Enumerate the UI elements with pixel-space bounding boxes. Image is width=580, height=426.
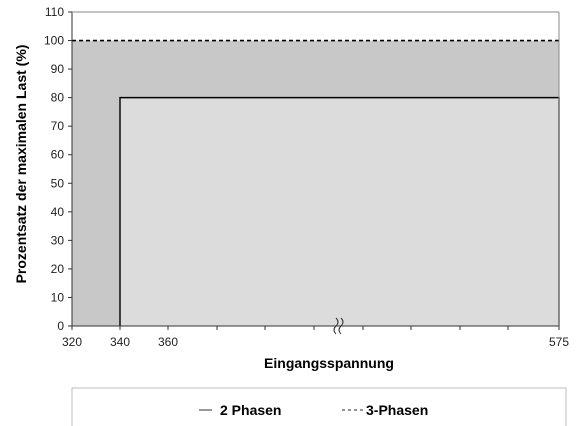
series-2-phasen-area [120, 97, 559, 327]
y-tick-label: 100 [44, 34, 64, 48]
y-tick-label: 50 [51, 176, 65, 190]
gridlines [119, 12, 509, 41]
legend-box [71, 387, 567, 426]
axis-break-symbol [333, 317, 344, 335]
x-tick-label: 340 [110, 335, 130, 349]
legend-2-phasen-label: 2 Phasen [220, 402, 281, 418]
y-tick-label: 90 [51, 62, 65, 76]
x-tick-label: 575 [549, 335, 569, 349]
y-tick-label: 80 [51, 91, 65, 105]
y-tick-label: 30 [51, 233, 65, 247]
y-tick-label: 10 [51, 290, 65, 304]
y-tick-label: 20 [51, 262, 65, 276]
y-tick-label: 110 [45, 5, 64, 19]
legend-3-phasen-label: 3-Phasen [366, 402, 428, 418]
legend: 2 Phasen 3-Phasen [71, 387, 567, 426]
x-tick-label: 320 [62, 335, 82, 349]
x-ticks: 320 340 360 575 [62, 326, 569, 349]
y-tick-label: 70 [51, 119, 65, 133]
x-tick-label: 360 [158, 335, 178, 349]
y-tick-label: 40 [51, 205, 65, 219]
y-tick-label: 60 [51, 148, 65, 162]
y-ticks: 0 10 20 30 40 50 60 70 80 90 100 110 [44, 5, 72, 333]
y-tick-label: 0 [57, 319, 64, 333]
x-axis-title: Eingangsspannung [264, 355, 394, 371]
y-axis-title: Prozentsatz der maximalen Last (%) [13, 45, 29, 284]
